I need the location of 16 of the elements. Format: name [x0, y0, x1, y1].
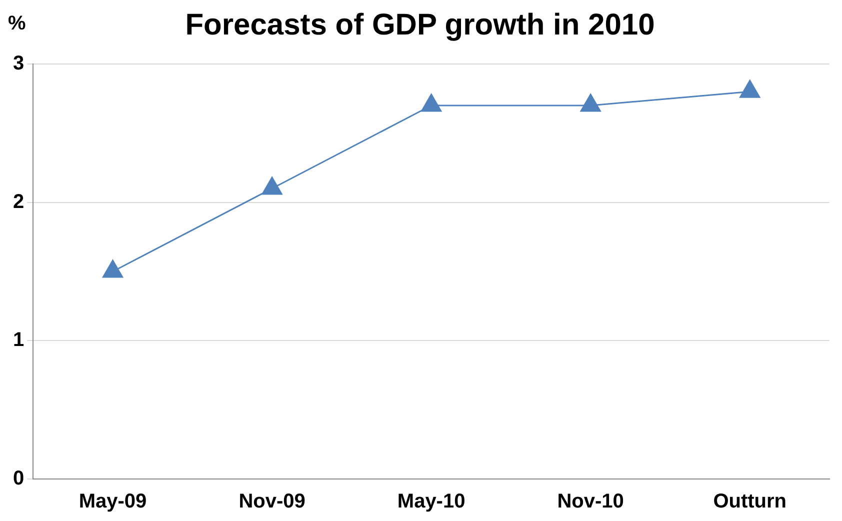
x-tick-label: Outturn — [713, 490, 787, 513]
point — [580, 94, 601, 112]
x-tick-label: Nov-10 — [557, 490, 624, 513]
point — [262, 176, 282, 195]
y-tick-label: 1 — [13, 329, 24, 352]
y-tick-label: 0 — [13, 468, 24, 490]
point — [421, 94, 442, 112]
x-tick-label: May-09 — [78, 490, 147, 513]
chart-title: Forecasts of GDP growth in 2010 — [185, 8, 655, 42]
y-tick-label: 2 — [13, 190, 24, 213]
point — [740, 80, 760, 98]
y-tick-label: 3 — [13, 52, 24, 75]
x-tick-label: Nov-09 — [238, 490, 306, 513]
point — [102, 260, 124, 278]
x-tick-label: May-10 — [397, 490, 466, 513]
y-axis-title: % — [8, 12, 26, 35]
